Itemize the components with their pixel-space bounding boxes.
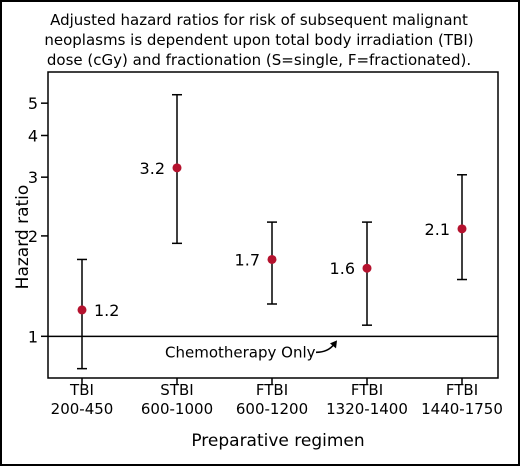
y-tick-label: 3 xyxy=(28,168,38,187)
x-tick-label: STBI xyxy=(160,381,193,399)
x-tick-label: FTBI xyxy=(446,381,478,399)
x-tick-label: FTBI xyxy=(256,381,288,399)
reference-arrow-icon xyxy=(315,343,335,354)
y-tick-label: 2 xyxy=(28,227,38,246)
y-tick-label: 5 xyxy=(28,94,38,113)
data-label: 3.2 xyxy=(140,159,165,178)
x-tick-label: 200-450 xyxy=(51,400,114,418)
x-tick-label: 1440-1750 xyxy=(421,400,503,418)
plot-marks: Chemotherapy Only 1.2 3.2 1.7 1.6 2.1 xyxy=(48,93,498,370)
reference-arrowhead-icon xyxy=(330,340,337,349)
x-tick-label: TBI xyxy=(69,381,94,399)
x-tick-label: 600-1200 xyxy=(236,400,308,418)
data-label: 1.2 xyxy=(94,301,119,320)
chart-title-line-2: neoplasms is dependent upon total body i… xyxy=(44,31,474,49)
reference-line-label: Chemotherapy Only xyxy=(165,343,316,361)
y-tick-label: 1 xyxy=(28,327,38,346)
x-tick-label: 600-1000 xyxy=(141,400,213,418)
data-point xyxy=(457,224,467,234)
x-tick-label: 1320-1400 xyxy=(326,400,408,418)
data-point xyxy=(362,263,372,273)
chart-title: Adjusted hazard ratios for risk of subse… xyxy=(14,10,504,70)
data-point xyxy=(267,254,277,264)
plot-border xyxy=(47,71,499,379)
data-point xyxy=(172,163,182,173)
data-label: 1.6 xyxy=(330,259,355,278)
data-point xyxy=(77,305,87,315)
x-axis-label: Preparative regimen xyxy=(191,431,364,451)
chart-title-line-1: Adjusted hazard ratios for risk of subse… xyxy=(50,11,468,29)
y-axis-label: Hazard ratio xyxy=(13,185,33,290)
data-label: 2.1 xyxy=(425,220,450,239)
axes: 12345TBI200-450STBI600-1000FTBI600-1200F… xyxy=(28,71,503,418)
x-tick-label: FTBI xyxy=(351,381,383,399)
y-tick-label: 4 xyxy=(28,126,38,145)
chart-title-line-3: dose (cGy) and fractionation (S=single, … xyxy=(46,51,472,69)
data-label: 1.7 xyxy=(235,250,260,269)
